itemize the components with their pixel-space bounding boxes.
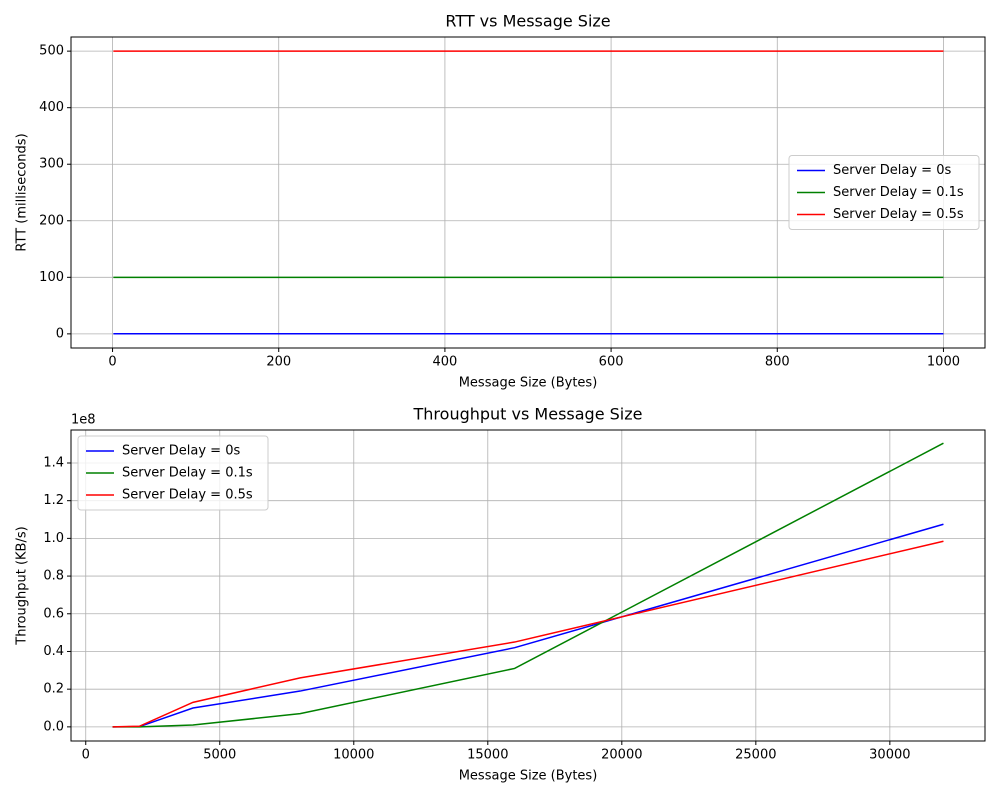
y-tick-label: 500 [39, 44, 64, 59]
y-tick-label: 0.2 [43, 682, 64, 697]
y-tick-label: 0.6 [43, 606, 64, 621]
legend-box [77, 435, 269, 511]
legend-label: Server Delay = 0.5s [833, 207, 964, 222]
y-tick-label: 0.4 [43, 644, 64, 659]
legend-label: Server Delay = 0s [833, 163, 951, 178]
x-tick-label: 20000 [601, 748, 642, 763]
chart-title: Throughput vs Message Size [413, 405, 643, 424]
legend-label: Server Delay = 0.1s [833, 185, 964, 200]
y-tick-label: 1.0 [43, 531, 64, 546]
x-axis-label: Message Size (Bytes) [459, 769, 598, 784]
y-axis-label: RTT (milliseconds) [15, 133, 30, 251]
y-tick-label: 0.0 [43, 719, 64, 734]
y-offset-label: 1e8 [71, 413, 96, 428]
legend-box [788, 155, 980, 230]
legend: Server Delay = 0s Server Delay = 0.1s Serv… [788, 155, 980, 230]
y-tick-label: 0 [56, 326, 64, 341]
plot-frame [70, 429, 986, 742]
chart-title: RTT vs Message Size [445, 12, 610, 31]
y-tick-label: 1.2 [43, 493, 64, 508]
legend-label: Server Delay = 0s [122, 444, 240, 459]
x-tick-label: 600 [599, 355, 624, 370]
x-tick-label: 25000 [735, 748, 776, 763]
legend-label: Server Delay = 0.5s [122, 488, 253, 503]
y-tick-label: 200 [39, 213, 64, 228]
x-tick-label: 15000 [467, 748, 508, 763]
legend-label: Server Delay = 0.1s [122, 466, 253, 481]
line [112, 523, 944, 728]
y-tick-label: 400 [39, 100, 64, 115]
x-tick-label: 800 [765, 355, 790, 370]
y-tick-label: 1.4 [43, 455, 64, 470]
x-tick-label: 30000 [869, 748, 910, 763]
x-tick-label: 200 [266, 355, 291, 370]
y-tick-label: 100 [39, 270, 64, 285]
line [112, 540, 944, 728]
x-tick-label: 10000 [333, 748, 374, 763]
y-tick-label: 0.8 [43, 569, 64, 584]
x-tick-label: 1000 [927, 355, 960, 370]
plot-frame [70, 36, 986, 349]
x-axis-label: Message Size (Bytes) [459, 376, 598, 391]
x-tick-label: 5000 [203, 748, 236, 763]
x-tick-label: 0 [108, 355, 116, 370]
x-tick-label: 400 [432, 355, 457, 370]
y-axis-label: Throughput (KB/s) [15, 526, 30, 645]
y-tick-label: 300 [39, 157, 64, 172]
legend: Server Delay = 0s Server Delay = 0.1s Serv… [77, 435, 269, 511]
x-tick-label: 0 [82, 748, 90, 763]
